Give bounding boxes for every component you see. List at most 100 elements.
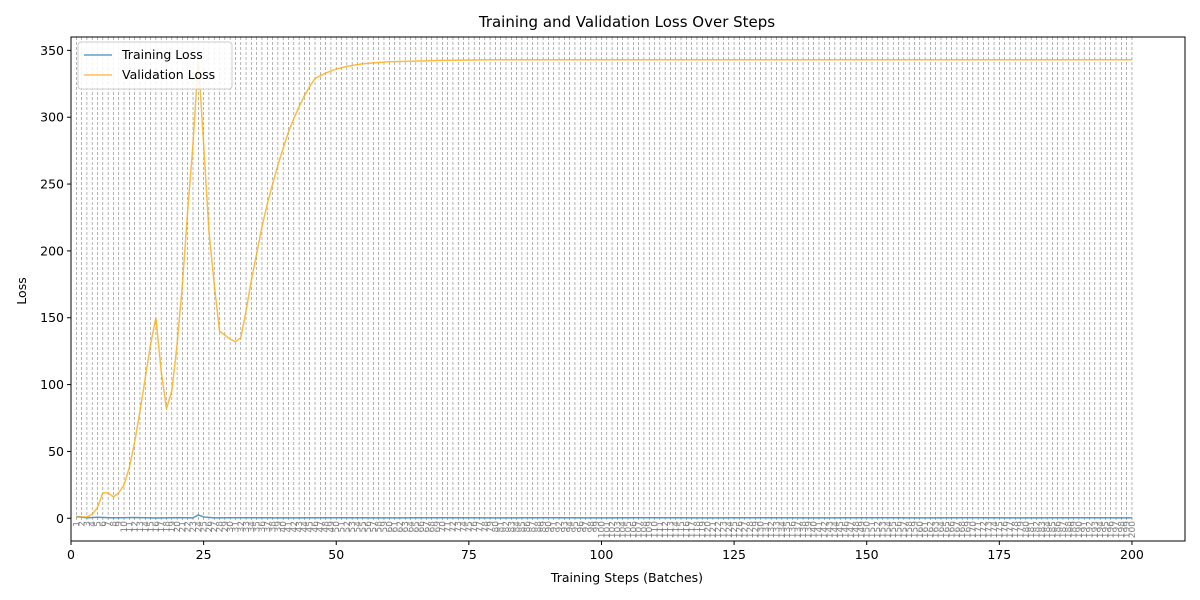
step-label: 123 [719,521,729,538]
step-label: 114 [672,521,682,538]
step-label: 178 [1011,521,1021,538]
step-label: 156 [895,521,905,538]
step-label: 45 [306,521,316,532]
step-label: 62 [396,521,406,532]
step-label: 162 [926,521,936,538]
step-label: 72 [449,521,459,532]
step-label: 41 [284,521,294,532]
step-label: 149 [857,521,867,538]
step-label: 65 [412,521,422,532]
legend-label-validation: Validation Loss [122,67,215,82]
step-label: 27 [210,521,220,532]
step-label: 180 [1022,521,1032,538]
step-label: 74 [460,521,470,533]
step-label: 52 [343,521,353,532]
step-label: 32 [237,521,247,532]
x-tick-label: 125 [722,547,746,562]
step-label: 166 [948,521,958,538]
legend-box [77,41,233,90]
step-label: 8 [109,521,119,527]
step-label: 73 [454,521,464,532]
step-label: 113 [666,521,676,538]
step-label: 193 [1091,521,1101,538]
step-label: 92 [555,521,565,532]
step-label: 94 [566,521,576,533]
step-label: 153 [879,521,889,538]
step-label: 134 [778,521,788,538]
step-label: 154 [884,521,894,538]
step-label: 128 [746,521,756,538]
step-label: 90 [544,521,554,533]
step-label: 33 [242,521,252,532]
x-tick-label: 25 [196,547,212,562]
step-label: 109 [645,521,655,538]
step-label: 89 [539,521,549,533]
step-label: 10 [120,521,130,533]
step-label: 103 [613,521,623,538]
step-label: 18 [162,521,172,533]
step-label: 31 [231,521,241,532]
step-label: 188 [1064,521,1074,538]
step-vertical-lines [76,37,1133,521]
x-tick-label: 50 [328,547,344,562]
step-label: 196 [1107,521,1117,538]
step-label: 68 [428,521,438,533]
step-label: 50 [332,521,342,533]
step-label: 183 [1038,521,1048,538]
step-label: 82 [502,521,512,532]
step-label: 38 [269,521,279,533]
step-label: 122 [714,521,724,538]
step-label: 173 [985,521,995,538]
step-label: 76 [470,521,480,533]
step-label: 61 [391,521,401,532]
x-tick-label: 100 [590,547,614,562]
step-label: 28 [216,521,226,533]
step-label: 47 [316,521,326,532]
step-label: 170 [969,521,979,538]
step-label: 58 [375,521,385,533]
step-label: 131 [762,521,772,538]
step-label: 4 [88,521,98,527]
step-label: 78 [481,521,491,533]
step-label: 7 [104,521,114,527]
step-label: 164 [937,521,947,538]
step-label: 194 [1096,521,1106,538]
step-label: 30 [226,521,236,533]
step-label: 125 [730,521,740,538]
step-label: 100 [597,521,607,538]
step-label: 118 [693,521,703,538]
step-label: 195 [1101,521,1111,538]
step-label: 57 [369,521,379,532]
step-label: 130 [757,521,767,538]
x-tick-label: 150 [855,547,879,562]
legend: Training Loss Validation Loss [77,41,233,90]
step-label: 117 [688,521,698,538]
plot-frame [70,36,1186,542]
series-line-training [76,514,1132,519]
step-label: 158 [905,521,915,538]
step-label: 105 [624,521,634,538]
step-label: 129 [751,521,761,538]
step-label: 88 [534,521,544,533]
step-label: 14 [141,521,151,533]
step-label: 168 [958,521,968,538]
step-label: 133 [773,521,783,538]
step-label: 138 [799,521,809,538]
step-label: 24 [194,521,204,533]
step-label: 145 [836,521,846,538]
step-label: 148 [852,521,862,538]
step-label: 36 [258,521,268,533]
step-label: 112 [661,521,671,538]
step-label: 107 [635,521,645,538]
step-label: 70 [438,521,448,533]
x-tick-label: 200 [1120,547,1144,562]
step-label: 104 [619,521,629,538]
step-label: 22 [184,521,194,532]
step-label: 95 [571,521,581,532]
step-label: 85 [518,521,528,532]
step-label: 1 [72,521,82,527]
step-label: 155 [889,521,899,538]
step-label: 167 [953,521,963,538]
step-label: 39 [274,521,284,533]
step-label: 48 [322,521,332,533]
